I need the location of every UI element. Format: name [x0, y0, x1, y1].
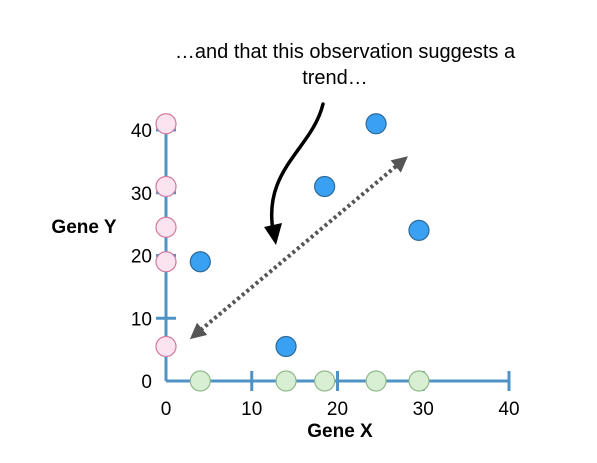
y-axis-projection-point [155, 175, 177, 198]
y-tick-label: 40 [131, 121, 152, 142]
annotation-arrow [269, 102, 325, 238]
x-tick-label: 20 [327, 399, 348, 420]
points-layer [155, 113, 430, 392]
x-tick-label: 30 [413, 399, 434, 420]
data-point [365, 113, 387, 135]
trend-line-layer [189, 156, 408, 340]
data-point [275, 335, 297, 358]
y-tick-label: 10 [131, 309, 152, 330]
x-tick-label: 40 [498, 399, 519, 420]
x-axis-projection-point [408, 370, 430, 392]
data-point [189, 251, 211, 273]
annotation-arrowhead [264, 223, 282, 245]
x-tick-label: 10 [241, 399, 262, 420]
y-axis-projection-point [155, 335, 177, 358]
y-tick-label: 30 [131, 184, 152, 205]
annotation-text-line-1: …and that this observation suggests a [175, 41, 516, 63]
y-axis-title: Gene Y [51, 217, 116, 238]
y-axis-projection-point [155, 251, 177, 273]
annotation-text-line-2: trend… [302, 67, 368, 89]
trend-line [189, 156, 408, 340]
x-axis-projection-point [275, 370, 297, 392]
y-axis-projection-point [155, 113, 177, 135]
x-tick-label: 0 [161, 399, 172, 420]
x-axis-projection-point [314, 370, 336, 392]
data-point [314, 175, 336, 198]
x-axis-title: Gene X [307, 421, 373, 442]
y-tick-label: 0 [141, 372, 152, 393]
x-axis-projection-point [189, 370, 211, 392]
data-point [408, 219, 430, 241]
y-tick-label: 20 [131, 247, 152, 268]
y-axis-projection-point [155, 216, 177, 238]
x-axis-projection-point [365, 370, 387, 392]
